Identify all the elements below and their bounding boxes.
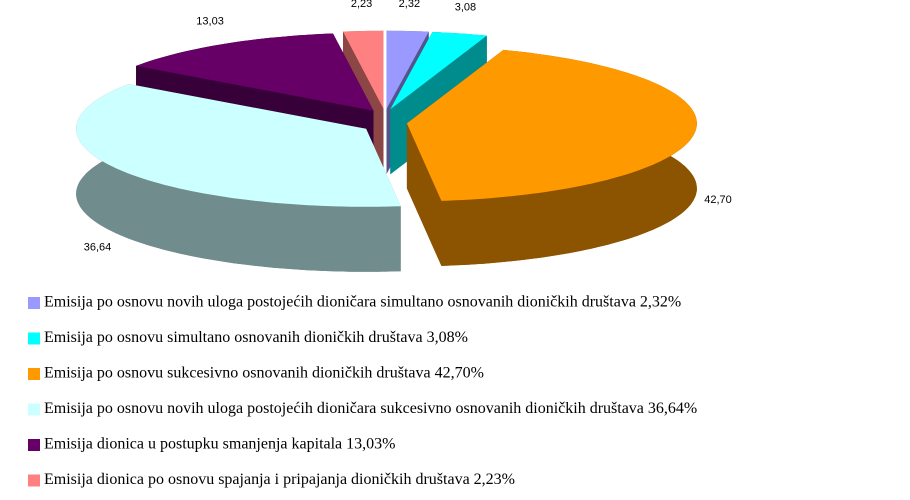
slice bbox=[390, 32, 487, 110]
slice-side bbox=[76, 84, 401, 272]
legend-label: Emisija po osnovu sukcesivno osnovanih d… bbox=[44, 365, 484, 382]
legend-label: Emisija dionica po osnovu spajanja i pri… bbox=[44, 471, 515, 488]
legend-swatch bbox=[28, 368, 40, 380]
value-label: 13,03 bbox=[196, 15, 224, 27]
value-label: 2,32 bbox=[399, 0, 420, 10]
slice-wall bbox=[406, 123, 442, 266]
slice bbox=[76, 84, 401, 207]
slice bbox=[406, 49, 697, 201]
value-label: 36,64 bbox=[84, 241, 112, 253]
legend-swatch bbox=[28, 439, 40, 451]
legend-label: Emisija dionica u postupku smanjenja kap… bbox=[44, 436, 395, 453]
legend-swatch bbox=[28, 332, 40, 345]
legend-swatch bbox=[28, 474, 40, 487]
value-label: 2,23 bbox=[351, 0, 372, 10]
slice bbox=[386, 30, 429, 109]
value-label: 42,70 bbox=[704, 194, 732, 206]
legend-swatch bbox=[28, 403, 40, 416]
legend-swatch bbox=[28, 297, 40, 309]
value-label: 3,08 bbox=[455, 1, 476, 13]
slice bbox=[343, 30, 384, 109]
slice bbox=[136, 33, 374, 111]
legend-label: Emisija po osnovu simultano osnovanih di… bbox=[44, 329, 468, 346]
legend-label: Emisija po osnovu novih uloga postojećih… bbox=[44, 294, 681, 311]
legend-label: Emisija po osnovu novih uloga postojećih… bbox=[44, 400, 697, 417]
